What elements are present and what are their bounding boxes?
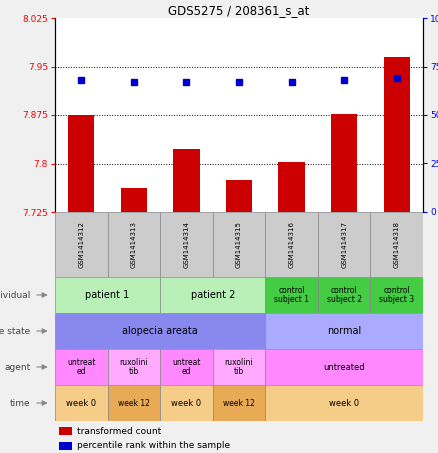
Text: normal: normal <box>327 326 361 336</box>
Bar <box>55 349 108 385</box>
Bar <box>265 385 423 421</box>
Text: alopecia areata: alopecia areata <box>122 326 198 336</box>
Bar <box>55 385 108 421</box>
Bar <box>371 212 423 277</box>
Bar <box>213 349 265 385</box>
Bar <box>173 149 200 212</box>
Bar <box>384 57 410 212</box>
Bar <box>160 349 213 385</box>
Text: GSM1414318: GSM1414318 <box>394 221 400 268</box>
Bar <box>108 212 160 277</box>
Bar <box>160 385 213 421</box>
Text: GSM1414313: GSM1414313 <box>131 221 137 268</box>
Bar <box>55 313 265 349</box>
Text: individual: individual <box>0 290 30 299</box>
Text: control
subject 1: control subject 1 <box>274 286 309 304</box>
Text: week 0: week 0 <box>329 399 359 408</box>
Text: time: time <box>10 399 30 408</box>
Bar <box>108 349 160 385</box>
Text: agent: agent <box>4 362 30 371</box>
Text: disease state: disease state <box>0 327 30 336</box>
Text: patient 1: patient 1 <box>85 290 130 300</box>
Text: week 0: week 0 <box>66 399 96 408</box>
Bar <box>160 277 265 313</box>
Text: ruxolini
tib: ruxolini tib <box>120 358 148 376</box>
Bar <box>55 277 160 313</box>
Bar <box>59 427 71 435</box>
Bar <box>318 212 371 277</box>
Text: GSM1414317: GSM1414317 <box>341 221 347 268</box>
Bar <box>108 385 160 421</box>
Bar <box>121 188 147 212</box>
Text: control
subject 3: control subject 3 <box>379 286 414 304</box>
Bar <box>265 313 423 349</box>
Text: GSM1414314: GSM1414314 <box>184 221 189 268</box>
Bar <box>55 212 108 277</box>
Text: control
subject 2: control subject 2 <box>327 286 362 304</box>
Bar <box>213 385 265 421</box>
Text: GSM1414312: GSM1414312 <box>78 221 84 268</box>
Bar <box>160 212 213 277</box>
Text: week 12: week 12 <box>223 399 255 408</box>
Text: patient 2: patient 2 <box>191 290 235 300</box>
Bar <box>59 442 71 450</box>
Bar <box>371 277 423 313</box>
Bar <box>265 277 318 313</box>
Bar <box>265 212 318 277</box>
Bar <box>226 180 252 212</box>
Title: GDS5275 / 208361_s_at: GDS5275 / 208361_s_at <box>168 4 310 17</box>
Text: ruxolini
tib: ruxolini tib <box>225 358 253 376</box>
Text: GSM1414316: GSM1414316 <box>289 221 295 268</box>
Text: untreat
ed: untreat ed <box>67 358 95 376</box>
Text: transformed count: transformed count <box>77 427 161 436</box>
Bar <box>318 277 371 313</box>
Text: untreat
ed: untreat ed <box>172 358 201 376</box>
Bar <box>68 115 95 212</box>
Bar <box>331 114 357 212</box>
Text: percentile rank within the sample: percentile rank within the sample <box>77 442 230 450</box>
Text: untreated: untreated <box>323 362 365 371</box>
Bar <box>213 212 265 277</box>
Bar <box>265 349 423 385</box>
Text: GSM1414315: GSM1414315 <box>236 221 242 268</box>
Bar <box>279 162 305 212</box>
Text: week 12: week 12 <box>118 399 150 408</box>
Text: week 0: week 0 <box>171 399 201 408</box>
